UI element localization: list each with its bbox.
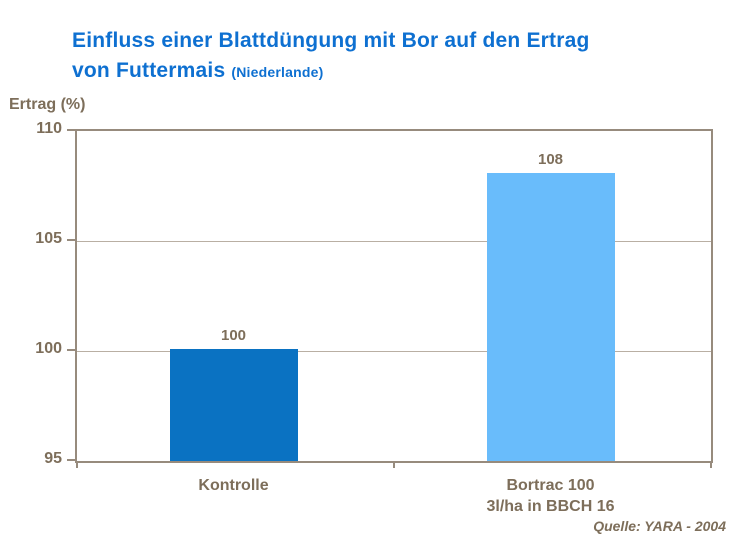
bar-value-label: 108 <box>537 151 564 168</box>
bar <box>486 173 615 461</box>
chart-title-note: (Niederlande) <box>231 64 324 80</box>
gridline <box>77 240 711 242</box>
chart-title-line2: von Futtermais <box>72 59 226 82</box>
y-axis-title: Ertrag (%) <box>9 96 86 113</box>
y-axis-tick <box>67 239 75 241</box>
x-category-label: Kontrolle <box>104 475 364 496</box>
x-category-label-line: Kontrolle <box>198 477 269 494</box>
source-note: Quelle: YARA - 2004 <box>593 518 726 534</box>
x-category-label: Bortrac 100 3l/ha in BBCH 16 <box>421 475 681 517</box>
y-tick-label: 105 <box>35 230 62 247</box>
x-category-label-line: Bortrac 100 <box>506 477 595 494</box>
bar <box>169 349 298 461</box>
y-tick-label: 95 <box>44 450 62 467</box>
gridline <box>77 350 711 352</box>
y-axis-tick <box>67 349 75 351</box>
x-category-label-line: 3l/ha in BBCH 16 <box>486 498 615 515</box>
x-axis-tick <box>393 461 395 468</box>
x-axis-tick <box>710 461 712 468</box>
x-axis-tick <box>76 461 78 468</box>
chart-title-line1: Einfluss einer Blattdüngung mit Bor auf … <box>72 29 590 52</box>
bar-value-label: 100 <box>220 327 247 344</box>
y-tick-label: 110 <box>36 120 62 137</box>
chart-title: Einfluss einer Blattdüngung mit Bor auf … <box>72 26 692 87</box>
y-axis-tick <box>67 459 75 461</box>
y-tick-label: 100 <box>35 340 62 357</box>
y-axis-tick <box>67 129 75 131</box>
